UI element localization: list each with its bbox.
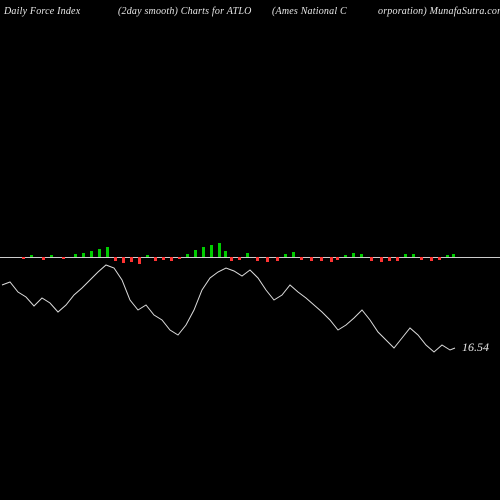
price-polyline (2, 265, 455, 352)
chart-area: 16.54 (0, 0, 500, 500)
price-line-chart (0, 0, 500, 500)
price-label: 16.54 (462, 340, 489, 355)
